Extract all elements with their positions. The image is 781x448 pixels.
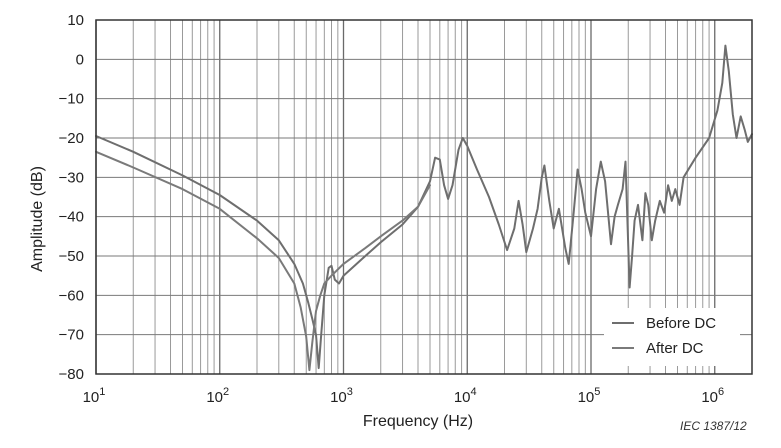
iec-credit: IEC 1387/12 (680, 419, 747, 433)
plot-frame (95, 19, 753, 375)
series-line-before-dc (95, 44, 753, 370)
y-tick-label: −40 (59, 209, 84, 226)
y-tick-label: 0 (76, 51, 84, 68)
x-tick-label: 102 (206, 386, 229, 406)
y-tick-label: −60 (59, 287, 84, 304)
y-tick-label: 10 (67, 12, 84, 29)
y-tick-label: −20 (59, 130, 84, 147)
legend-box (604, 308, 740, 366)
legend-label-before-dc: Before DC (646, 315, 716, 332)
y-tick-labels: 10 0 −10 −20 −30 −40 −50 −60 −70 −80 (59, 12, 84, 383)
y-tick-label: −50 (59, 248, 84, 265)
legend-label-after-dc: After DC (646, 340, 704, 357)
x-tick-label: 105 (578, 386, 601, 406)
series-layer (95, 44, 753, 372)
y-tick-label: −30 (59, 169, 84, 186)
x-tick-label: 103 (330, 386, 353, 406)
x-tick-labels: 101 102 103 104 105 106 (83, 386, 725, 406)
x-tick-label: 101 (83, 386, 106, 406)
y-tick-label: −10 (59, 91, 84, 108)
x-tick-label: 104 (454, 386, 477, 406)
y-tick-label: −70 (59, 327, 84, 344)
series-line-after-dc (95, 150, 431, 372)
x-tick-label: 106 (701, 386, 724, 406)
y-axis-title: Amplitude (dB) (29, 166, 46, 272)
y-tick-label: −80 (59, 366, 84, 383)
legend: Before DC After DC (604, 308, 740, 366)
x-axis-title: Frequency (Hz) (363, 413, 473, 430)
